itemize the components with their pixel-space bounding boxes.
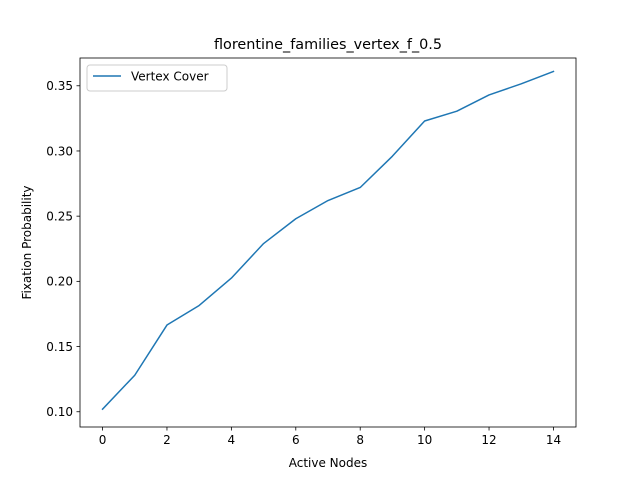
x-tick-label: 14 <box>546 433 561 447</box>
x-tick-label: 12 <box>481 433 496 447</box>
x-tick-label: 6 <box>292 433 300 447</box>
legend: Vertex Cover <box>86 64 228 92</box>
series-line-vertex-cover <box>101 70 555 411</box>
y-axis-label: Fixation Probability <box>20 185 34 299</box>
chart-title: florentine_families_vertex_f_0.5 <box>214 37 442 53</box>
x-tick-label: 2 <box>163 433 171 447</box>
axes-background <box>80 58 576 427</box>
x-axis-label: Active Nodes <box>289 456 368 470</box>
y-tick-label: 0.20 <box>46 275 73 289</box>
x-tick-label: 10 <box>417 433 432 447</box>
legend-box <box>86 64 228 92</box>
x-tick-label: 4 <box>228 433 236 447</box>
x-tick-label: 0 <box>99 433 107 447</box>
plot-area: 0 2 4 6 8 10 12 14 0.10 0.15 0.20 0.25 0.30 0.35 <box>46 57 577 447</box>
x-tick-label: 8 <box>356 433 364 447</box>
y-tick-label: 0.15 <box>46 340 73 354</box>
y-ticks: 0.10 0.15 0.20 0.25 0.30 0.35 <box>46 79 80 419</box>
x-ticks: 0 2 4 6 8 10 12 14 <box>99 427 561 447</box>
series-layer <box>101 70 555 411</box>
y-tick-label: 0.25 <box>46 209 73 223</box>
y-tick-label: 0.35 <box>46 79 73 93</box>
legend-label: Vertex Cover <box>131 70 209 84</box>
y-tick-label: 0.30 <box>46 144 73 158</box>
axes-frame <box>79 57 577 428</box>
y-tick-label: 0.10 <box>46 405 73 419</box>
